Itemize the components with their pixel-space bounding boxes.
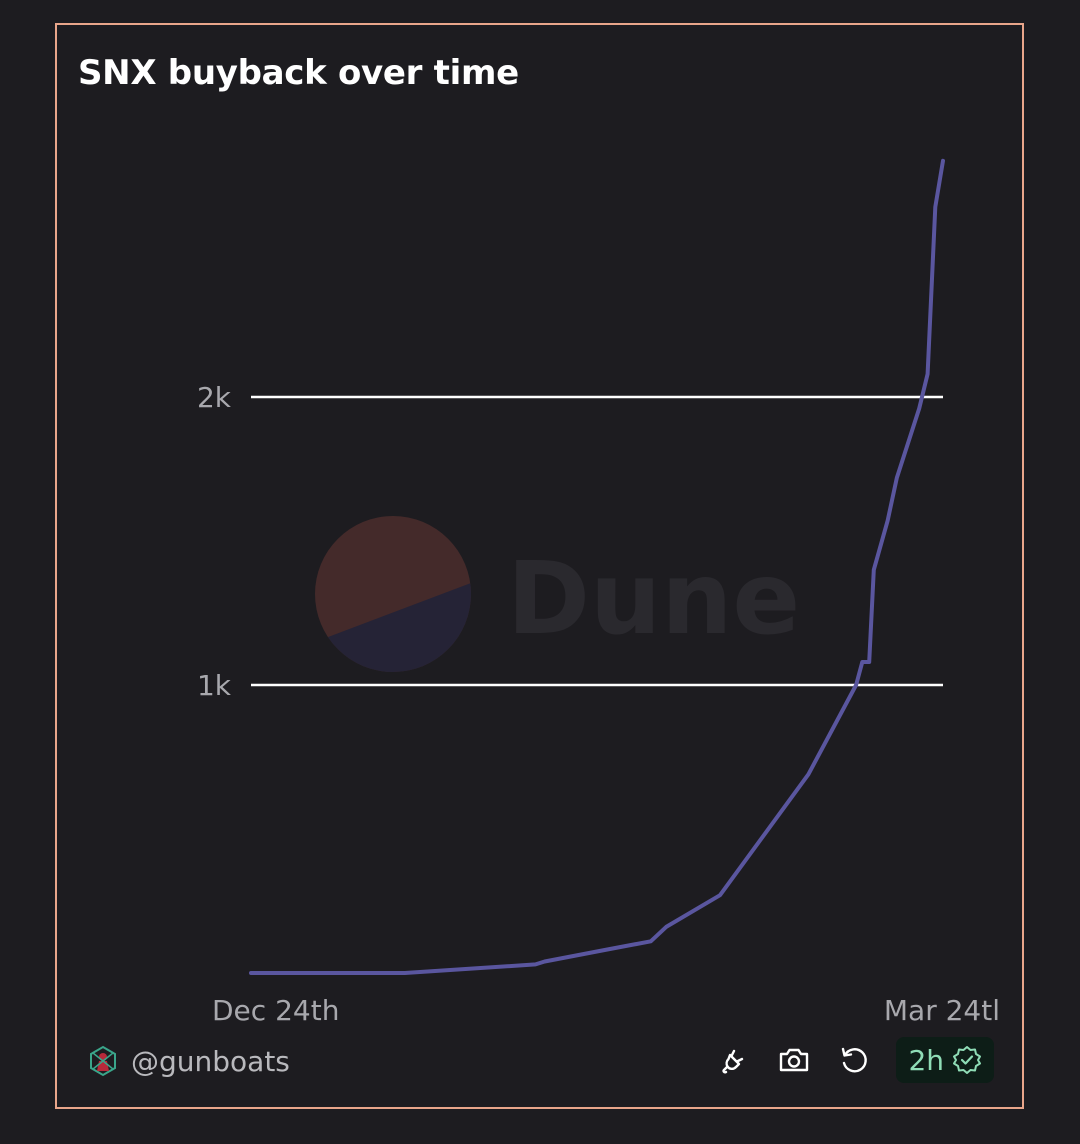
plug-icon[interactable] (716, 1042, 752, 1078)
chart-title: SNX buyback over time (78, 53, 519, 93)
freshness-text: 2h (908, 1043, 944, 1077)
x-axis: Dec 24th Mar 24tl (212, 994, 1000, 1027)
user-avatar-icon (90, 1045, 116, 1077)
series-layer (249, 158, 945, 975)
y-axis: 1k 2k (197, 381, 232, 702)
camera-icon[interactable] (776, 1042, 812, 1078)
series-line-0 (249, 158, 945, 975)
refresh-icon[interactable] (836, 1042, 872, 1078)
dune-logo-icon (315, 516, 471, 672)
y-tick-label: 1k (197, 669, 232, 702)
x-tick-label: Dec 24th (212, 994, 339, 1027)
dune-watermark: Dune (315, 516, 800, 672)
freshness-badge[interactable]: 2h (896, 1037, 994, 1083)
author-username[interactable]: @gunboats (131, 1044, 290, 1078)
verified-badge-icon (953, 1046, 981, 1074)
watermark-text: Dune (507, 540, 800, 657)
gridlines (251, 395, 943, 687)
author[interactable]: @gunboats (87, 1041, 290, 1081)
x-tick-label: Mar 24tl (884, 994, 1000, 1027)
line-chart: Dune 1k 2k Dec 24th Mar 24tl (197, 158, 1000, 1027)
card-actions: 2h (716, 1037, 994, 1083)
chart-card: SNX buyback over time Dune 1k 2k Dec 24th… (55, 23, 1024, 1109)
y-tick-label: 2k (197, 381, 232, 414)
